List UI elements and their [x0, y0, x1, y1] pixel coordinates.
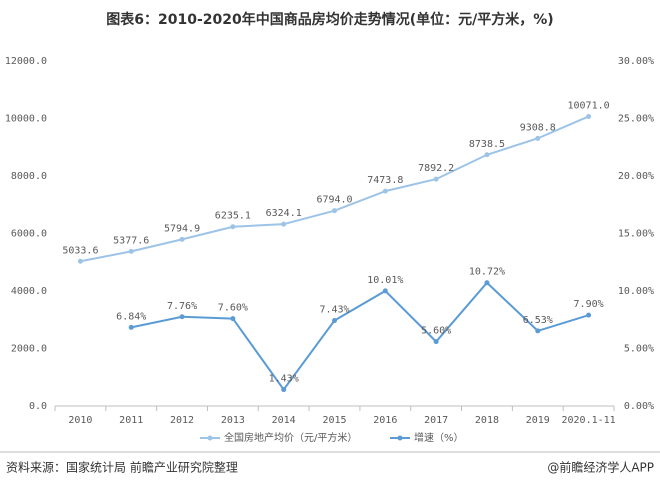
- value-label: 6324.1: [266, 208, 302, 219]
- x-tick-label: 2019: [526, 415, 550, 426]
- value-label: 7892.2: [418, 163, 454, 174]
- x-tick-label: 2018: [475, 415, 499, 426]
- point: [77, 258, 83, 264]
- point: [586, 312, 592, 318]
- series-line: [131, 281, 589, 392]
- value-label: 7.60%: [218, 303, 248, 314]
- credit: @前瞻经济学人APP: [547, 460, 654, 475]
- value-label: 7.76%: [167, 301, 197, 312]
- x-tick-label: 2012: [170, 415, 194, 426]
- y2-tick-label: 15.00%: [618, 229, 654, 240]
- point: [535, 328, 541, 334]
- legend-marker: [397, 435, 403, 441]
- x-tick-label: 2010: [68, 415, 92, 426]
- value-label: 7.90%: [574, 299, 604, 310]
- y2-tick-label: 10.00%: [618, 286, 654, 297]
- point: [281, 221, 287, 227]
- value-label: 10.72%: [469, 267, 505, 278]
- point: [128, 324, 134, 330]
- legend-label: 全国房地产均价（元/平方米）: [224, 431, 357, 444]
- value-label: 9308.8: [520, 122, 556, 133]
- point: [484, 280, 490, 286]
- value-label: 6.53%: [523, 315, 553, 326]
- point: [128, 248, 134, 254]
- y-tick-label: 10000.0: [5, 114, 47, 125]
- point: [332, 208, 337, 214]
- point: [382, 288, 388, 294]
- point: [535, 135, 541, 141]
- point: [484, 152, 490, 158]
- y-tick-label: 12000.0: [5, 56, 47, 67]
- value-label: 10.01%: [367, 275, 403, 286]
- value-label: 7.43%: [319, 305, 349, 316]
- y-tick-label: 0.0: [29, 401, 47, 412]
- x-tick-label: 2016: [373, 415, 397, 426]
- point: [230, 316, 236, 322]
- y-tick-label: 4000.0: [11, 286, 47, 297]
- point: [332, 318, 337, 324]
- point: [382, 188, 388, 194]
- x-tick-label: 2014: [272, 415, 296, 426]
- y2-tick-label: 5.00%: [624, 344, 654, 355]
- value-label: 10071.0: [568, 100, 610, 111]
- value-label: 5033.6: [62, 245, 98, 256]
- source: 资料来源：国家统计局 前瞻产业研究院整理: [6, 460, 238, 475]
- y2-tick-label: 0.00%: [624, 401, 654, 412]
- point: [179, 314, 185, 320]
- x-tick-label: 2011: [119, 415, 143, 426]
- x-tick-label: 2013: [221, 415, 245, 426]
- y2-tick-label: 20.00%: [618, 171, 654, 182]
- y2-tick-label: 30.00%: [618, 56, 654, 67]
- chart-title: 图表6：2010-2020年中国商品房均价走势情况(单位：元/平方米，%): [106, 11, 553, 28]
- point: [433, 339, 439, 345]
- value-label: 8738.5: [469, 139, 505, 150]
- point: [433, 176, 439, 182]
- value-label: 1.43%: [269, 374, 299, 385]
- value-label: 6.84%: [116, 311, 146, 322]
- legend-label: 增速（%）: [414, 431, 464, 444]
- value-label: 5794.9: [164, 223, 200, 234]
- value-label: 6235.1: [215, 211, 251, 222]
- x-tick-label: 2015: [322, 415, 346, 426]
- x-tick-label: 2020.1-11: [561, 415, 615, 426]
- point: [586, 113, 592, 119]
- y-tick-label: 2000.0: [11, 344, 47, 355]
- legend-marker: [207, 435, 213, 441]
- point: [230, 224, 236, 230]
- y-tick-label: 8000.0: [11, 171, 47, 182]
- value-label: 5.60%: [421, 326, 451, 337]
- x-tick-label: 2017: [424, 415, 448, 426]
- value-label: 7473.8: [367, 175, 403, 186]
- point: [179, 236, 185, 242]
- value-label: 5377.6: [113, 235, 149, 246]
- y2-tick-label: 25.00%: [618, 114, 654, 125]
- value-label: 6794.0: [316, 195, 352, 206]
- point: [281, 387, 287, 393]
- series-line: [80, 115, 589, 263]
- y-tick-label: 6000.0: [11, 229, 47, 240]
